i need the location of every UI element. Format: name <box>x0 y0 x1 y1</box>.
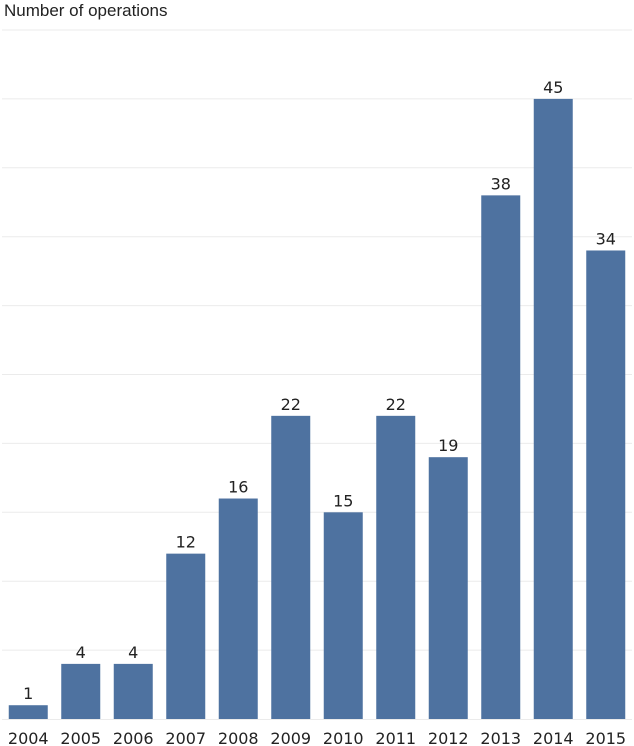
bar-2008[interactable] <box>218 498 258 719</box>
bar-2014[interactable] <box>533 98 573 719</box>
bar-value-labels: 1 4 4 12 16 22 15 22 19 38 45 34 <box>23 78 616 703</box>
x-tick-label-2005: 2005 <box>60 729 101 746</box>
bar-2005[interactable] <box>61 663 101 719</box>
bar-value-label-2004: 1 <box>23 684 33 703</box>
x-tick-label-2014: 2014 <box>533 729 574 746</box>
x-tick-label-2009: 2009 <box>270 729 311 746</box>
bar-value-label-2012: 19 <box>438 436 458 455</box>
x-tick-label-2008: 2008 <box>218 729 259 746</box>
bar-value-label-2006: 4 <box>128 643 138 662</box>
x-tick-label-2010: 2010 <box>323 729 364 746</box>
bar-2012[interactable] <box>428 457 468 719</box>
bar-value-label-2014: 45 <box>543 78 563 97</box>
bar-2010[interactable] <box>323 512 363 719</box>
bars <box>8 98 626 720</box>
bar-2006[interactable] <box>113 663 153 719</box>
bar-value-label-2008: 16 <box>228 478 248 497</box>
x-tick-label-2015: 2015 <box>585 729 626 746</box>
bar-value-label-2005: 4 <box>76 643 86 662</box>
bar-2011[interactable] <box>376 415 416 719</box>
bar-2009[interactable] <box>271 415 311 719</box>
bar-value-label-2011: 22 <box>386 395 406 414</box>
x-tick-label-2013: 2013 <box>480 729 521 746</box>
bar-value-label-2013: 38 <box>491 174 511 193</box>
bar-2013[interactable] <box>481 195 521 720</box>
x-tick-labels: 2004 2005 2006 2007 2008 2009 2010 2011 2012 2013… <box>8 729 626 746</box>
bar-2004[interactable] <box>8 705 48 719</box>
x-tick-label-2011: 2011 <box>375 729 416 746</box>
x-tick-label-2004: 2004 <box>8 729 49 746</box>
gridlines <box>2 29 632 720</box>
y-axis-title: Number of operations <box>4 1 168 20</box>
bar-2007[interactable] <box>166 553 206 719</box>
x-tick-label-2006: 2006 <box>113 729 154 746</box>
x-tick-label-2012: 2012 <box>428 729 469 746</box>
bar-value-label-2007: 12 <box>176 533 196 552</box>
bar-value-label-2010: 15 <box>333 491 353 510</box>
bar-value-label-2015: 34 <box>596 229 616 248</box>
x-tick-label-2007: 2007 <box>165 729 206 746</box>
bar-value-label-2009: 22 <box>281 395 301 414</box>
bar-2015[interactable] <box>586 250 626 720</box>
